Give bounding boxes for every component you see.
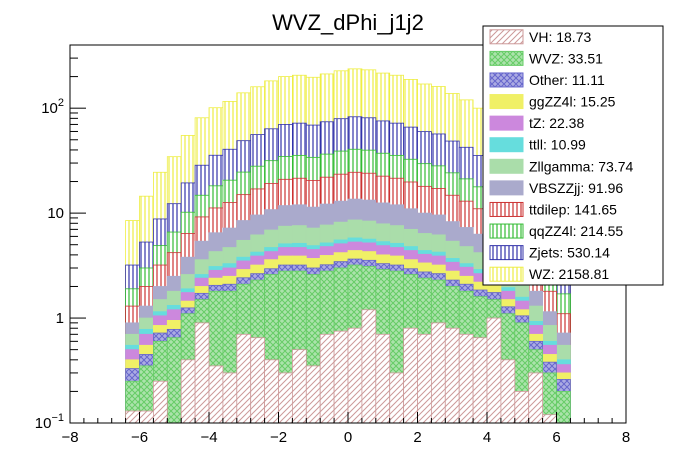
chart-title: WVZ_dPhi_j1j2 <box>272 10 424 35</box>
legend-label: ttdilep: 141.65 <box>529 201 617 217</box>
legend-box <box>482 25 664 286</box>
legend-label: WVZ: 33.51 <box>529 50 603 66</box>
bar-vh-bin-8 <box>236 333 252 424</box>
legend: VH: 18.73 WVZ: 33.51 Other: 11.11 ggZZ4l: 1… <box>482 25 664 286</box>
bar-vh-bin-24 <box>458 333 474 424</box>
bar-wvz-bin-31 <box>556 391 571 424</box>
legend-swatch <box>489 115 524 131</box>
bar-vh-bin-4 <box>180 359 196 424</box>
x-tick-label: −4 <box>200 429 217 446</box>
bar-vh-bin-16 <box>347 327 363 424</box>
bar-vh-bin-27 <box>500 359 516 424</box>
legend-entry-tz: tZ: 22.38 <box>489 115 584 131</box>
bar-vh-bin-17 <box>361 309 377 424</box>
bar-vh-bin-5 <box>194 322 210 424</box>
y-tick-label: 1 <box>56 310 64 327</box>
legend-label: qqZZ4l: 214.55 <box>529 223 623 239</box>
legend-label: VBSZZjj: 91.96 <box>529 180 623 196</box>
x-tick-label: 0 <box>344 429 352 446</box>
bar-vh-bin-26 <box>486 317 502 424</box>
legend-label: Zllgamma: 73.74 <box>529 158 633 174</box>
legend-label: ttll: 10.99 <box>529 137 586 153</box>
bar-vh-bin-11 <box>278 372 293 424</box>
legend-swatch <box>489 180 524 196</box>
y-tick-label: 102 <box>41 97 64 117</box>
legend-swatch <box>489 223 524 239</box>
x-tick-label: −2 <box>270 429 287 446</box>
y-tick-label: 10 <box>47 205 64 222</box>
bar-vh-bin-15 <box>333 330 349 424</box>
legend-swatch <box>489 245 524 261</box>
legend-swatch <box>489 50 524 66</box>
bar-vh-bin-28 <box>514 391 530 424</box>
legend-swatch <box>489 29 524 45</box>
bar-vh-bin-1 <box>139 410 154 424</box>
x-tick-label: −6 <box>131 429 148 446</box>
series-vh-bars <box>125 309 557 424</box>
axes: −8 −6 −4 −2 0 2 4 6 8 10−1 1 10 102 <box>35 44 630 446</box>
legend-swatch <box>489 201 524 217</box>
legend-entry-other: Other: 11.11 <box>489 72 605 88</box>
bar-vh-bin-21 <box>417 333 432 424</box>
bar-vh-bin-13 <box>305 365 321 424</box>
x-tick-label: 6 <box>552 429 560 446</box>
legend-entry-wvz: WVZ: 33.51 <box>489 50 603 66</box>
x-tick-label: 4 <box>483 429 491 446</box>
legend-swatch <box>489 158 524 174</box>
bar-vh-bin-23 <box>444 327 460 424</box>
legend-entry-qqzz4l: qqZZ4l: 214.55 <box>489 223 623 239</box>
bar-vh-bin-29 <box>528 372 544 424</box>
legend-label: VH: 18.73 <box>529 29 591 45</box>
legend-entry-zllgamma: Zllgamma: 73.74 <box>489 158 633 174</box>
bar-wvz-bin-3 <box>166 337 182 424</box>
legend-entry-ttll: ttll: 10.99 <box>489 137 586 153</box>
bar-vh-bin-10 <box>264 359 279 424</box>
x-tick-label: 8 <box>622 429 630 446</box>
legend-label: Zjets: 530.14 <box>529 245 610 261</box>
bar-vh-bin-30 <box>542 414 557 424</box>
legend-entry-vh: VH: 18.73 <box>489 29 591 45</box>
legend-entry-ttdilep: ttdilep: 141.65 <box>489 201 617 217</box>
bar-vh-bin-0 <box>125 410 140 424</box>
y-tick-label: 10−1 <box>35 412 64 432</box>
legend-swatch <box>489 266 524 282</box>
legend-entry-wz: WZ: 2158.81 <box>489 266 609 282</box>
x-tick-label: 2 <box>413 429 421 446</box>
legend-swatch <box>489 137 524 153</box>
legend-entry-vbszzjj: VBSZZjj: 91.96 <box>489 180 623 196</box>
bar-vh-bin-25 <box>472 337 488 424</box>
bar-vh-bin-22 <box>430 322 446 424</box>
legend-label: tZ: 22.38 <box>529 115 584 131</box>
bar-vh-bin-20 <box>403 327 418 424</box>
legend-label: Other: 11.11 <box>529 72 605 88</box>
bar-vh-bin-9 <box>250 337 265 424</box>
legend-entry-zjets: Zjets: 530.14 <box>489 245 610 261</box>
bar-vh-bin-12 <box>291 349 307 424</box>
x-tick-label: −8 <box>61 429 78 446</box>
legend-entry-ggzz4l: ggZZ4l: 15.25 <box>489 94 616 110</box>
bar-vh-bin-7 <box>222 372 238 424</box>
bar-vh-bin-19 <box>389 372 405 424</box>
legend-swatch <box>489 72 524 88</box>
bar-vh-bin-2 <box>152 380 168 424</box>
legend-label: ggZZ4l: 15.25 <box>529 94 616 110</box>
legend-label: WZ: 2158.81 <box>529 266 609 282</box>
legend-swatch <box>489 94 524 110</box>
bar-vh-bin-6 <box>208 365 224 424</box>
bar-vh-bin-14 <box>319 333 335 424</box>
bar-vh-bin-18 <box>375 333 391 424</box>
